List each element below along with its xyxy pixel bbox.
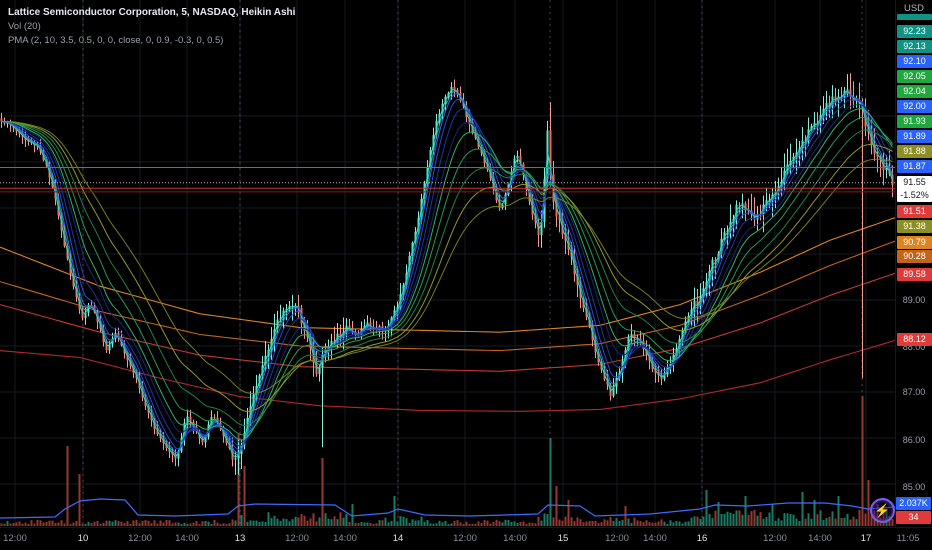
level-lines-layer bbox=[0, 167, 895, 193]
time-tick: 14:00 bbox=[643, 533, 667, 544]
price-tick-label: 85.00 bbox=[902, 482, 926, 492]
pma-orange-fast bbox=[0, 217, 895, 333]
ema-16 bbox=[1, 108, 893, 441]
ma-value-label: 91.87 bbox=[897, 159, 932, 173]
time-tick: 12:00 bbox=[128, 533, 152, 544]
price-chart-canvas[interactable] bbox=[0, 0, 895, 527]
volume-ma-value-label: 2.037K bbox=[896, 497, 931, 510]
ma-value-label: 92.23 bbox=[897, 24, 932, 38]
ma-value-label: 91.93 bbox=[897, 114, 932, 128]
ma-value-label: 91.89 bbox=[897, 129, 932, 143]
time-tick: 12:00 bbox=[285, 533, 309, 544]
ema-30 bbox=[1, 120, 893, 427]
time-tick: 11:05 bbox=[896, 533, 920, 544]
volume-last-value-label: 34 bbox=[896, 511, 931, 524]
ma-value-label: 91.38 bbox=[897, 219, 932, 233]
time-tick: 12:00 bbox=[605, 533, 629, 544]
time-tick-day: 17 bbox=[860, 533, 872, 544]
ma-value-label: 92.04 bbox=[897, 84, 932, 98]
time-tick: 12:00 bbox=[453, 533, 477, 544]
pma-red-mid bbox=[0, 272, 895, 372]
time-tick-day: 15 bbox=[557, 533, 569, 544]
last-price-label: 91.55 -1.52% bbox=[897, 176, 932, 202]
volume-indicator-label[interactable]: Vol (20) bbox=[8, 21, 41, 32]
time-tick-day: 14 bbox=[392, 533, 404, 544]
ma-value-label: 92.10 bbox=[897, 54, 932, 68]
time-tick: 12:00 bbox=[3, 533, 27, 544]
price-tick-label: 89.00 bbox=[902, 295, 926, 305]
pma-red-slow bbox=[0, 339, 895, 412]
lightning-glyph: ⚡ bbox=[874, 503, 891, 518]
time-tick-day: 16 bbox=[696, 533, 708, 544]
time-tick: 12:00 bbox=[763, 533, 787, 544]
session-separators bbox=[82, 0, 863, 527]
symbol-title[interactable]: Lattice Semiconductor Corporation, 5, NA… bbox=[8, 7, 296, 18]
last-price-change: -1.52% bbox=[900, 190, 929, 200]
time-tick: 14:00 bbox=[808, 533, 832, 544]
ema-9 bbox=[1, 99, 893, 447]
ema-13 bbox=[1, 104, 893, 443]
time-tick: 14:00 bbox=[503, 533, 527, 544]
ema-4 bbox=[1, 92, 893, 454]
pma-indicator-label[interactable]: PMA (2, 10, 3.5, 0.5, 0, 0, close, 0, 0.… bbox=[8, 35, 224, 46]
ma-value-label: 90.79 bbox=[897, 235, 932, 249]
chart-pane[interactable] bbox=[0, 0, 895, 527]
ma-value-label: 92.13 bbox=[897, 39, 932, 53]
ema-52 bbox=[1, 120, 893, 394]
last-price-value: 91.55 bbox=[903, 177, 926, 187]
time-tick: 14:00 bbox=[333, 533, 357, 544]
price-scale[interactable]: USD 91.55 -1.52% 89.00 88.00 87.00 86.00 85.… bbox=[895, 0, 932, 527]
ma-value-label: 91.88 bbox=[897, 144, 932, 158]
ma-value-label: 90.28 bbox=[897, 249, 932, 263]
price-tick-label: 86.00 bbox=[902, 435, 926, 445]
ema-6 bbox=[1, 95, 893, 451]
ema-40 bbox=[1, 120, 893, 412]
ema-3 bbox=[1, 90, 893, 456]
chart-legend: Lattice Semiconductor Corporation, 5, NA… bbox=[8, 6, 295, 48]
time-tick-day: 13 bbox=[234, 533, 246, 544]
slow-ma-layer bbox=[0, 217, 895, 412]
ma-value-label: 88.12 bbox=[897, 332, 932, 346]
lightning-icon[interactable]: ⚡ bbox=[870, 498, 895, 523]
candles-layer bbox=[0, 73, 894, 475]
ma-value-label bbox=[897, 13, 932, 20]
price-tick-label: 87.00 bbox=[902, 387, 926, 397]
ma-value-label: 89.58 bbox=[897, 267, 932, 281]
ma-ribbon-layer bbox=[1, 89, 893, 458]
ema-22 bbox=[1, 116, 893, 436]
time-tick: 14:00 bbox=[175, 533, 199, 544]
ma-value-label: 92.05 bbox=[897, 69, 932, 83]
ema-2 bbox=[1, 89, 893, 458]
volume-layer bbox=[0, 396, 895, 526]
ma-value-label: 91.51 bbox=[897, 204, 932, 218]
currency-label: USD bbox=[903, 3, 925, 14]
time-axis[interactable]: 12:00 10 12:00 14:00 13 12:00 14:00 14 12:00 14:0… bbox=[0, 527, 932, 550]
time-tick-day: 10 bbox=[77, 533, 89, 544]
price-tick-label: 88.00 bbox=[902, 342, 926, 352]
ma-value-label: 92.00 bbox=[897, 99, 932, 113]
pma-orange-slow bbox=[0, 240, 895, 352]
